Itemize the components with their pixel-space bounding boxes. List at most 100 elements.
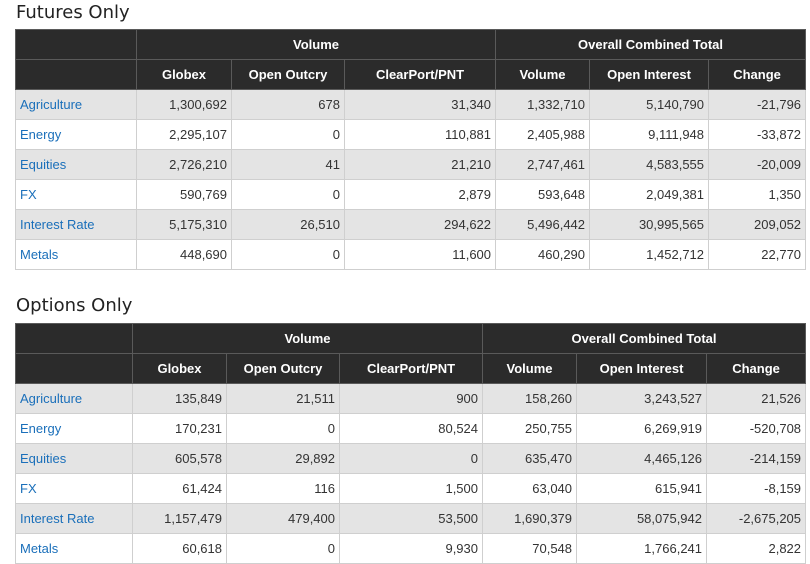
cell-change: -2,675,205 xyxy=(706,503,807,534)
cell-open-outcry: 0 xyxy=(231,119,345,150)
column-header-open-interest: Open Interest xyxy=(576,353,708,384)
cell-open-interest: 615,941 xyxy=(576,473,708,504)
cell-clearport: 2,879 xyxy=(343,179,497,210)
cell-clearport: 900 xyxy=(338,383,484,414)
cell-open-outcry: 0 xyxy=(226,413,340,444)
cell-open-outcry: 29,892 xyxy=(226,443,340,474)
cell-globex: 5,175,310 xyxy=(136,209,232,240)
column-header-volume: Volume xyxy=(482,353,578,384)
table-row: Energy 2,295,107 0 110,881 2,405,988 9,111,94… xyxy=(15,119,807,150)
cell-change: 21,526 xyxy=(706,383,807,414)
column-header-clearport: ClearPort/PNT xyxy=(338,353,484,384)
table-row: Interest Rate 5,175,310 26,510 294,622 5,496… xyxy=(15,209,807,240)
table-row: Equities 605,578 29,892 0 635,470 4,465,126 -2… xyxy=(15,443,807,474)
group-header-overall: Overall Combined Total xyxy=(495,29,807,60)
category-link[interactable]: Energy xyxy=(15,119,137,150)
cell-open-interest: 4,583,555 xyxy=(589,149,710,180)
cell-volume: 1,332,710 xyxy=(495,89,591,120)
table-row: Interest Rate 1,157,479 479,400 53,500 1,690… xyxy=(15,503,807,534)
category-link[interactable]: Energy xyxy=(15,413,133,444)
cell-change: -33,872 xyxy=(708,119,807,150)
cell-open-interest: 5,140,790 xyxy=(589,89,710,120)
category-link[interactable]: Metals xyxy=(15,239,137,270)
cell-open-outcry: 0 xyxy=(231,239,345,270)
cell-change: 2,822 xyxy=(706,533,807,564)
cell-open-outcry: 21,511 xyxy=(226,383,340,414)
cell-clearport: 0 xyxy=(338,443,484,474)
cell-volume: 1,690,379 xyxy=(482,503,578,534)
cell-open-outcry: 41 xyxy=(231,149,345,180)
column-header-row: Globex Open Outcry ClearPort/PNT Volume … xyxy=(15,353,807,384)
group-header-row: Volume Overall Combined Total xyxy=(15,323,807,354)
cell-open-outcry: 116 xyxy=(226,473,340,504)
cell-volume: 2,747,461 xyxy=(495,149,591,180)
cell-open-interest: 1,766,241 xyxy=(576,533,708,564)
category-link[interactable]: Agriculture xyxy=(15,89,137,120)
cell-open-interest: 2,049,381 xyxy=(589,179,710,210)
header-corner xyxy=(15,323,133,354)
category-link[interactable]: Agriculture xyxy=(15,383,133,414)
cell-change: 209,052 xyxy=(708,209,807,240)
table-row: FX 61,424 116 1,500 63,040 615,941 -8,159 xyxy=(15,473,807,504)
cell-change: 1,350 xyxy=(708,179,807,210)
table-row: FX 590,769 0 2,879 593,648 2,049,381 1,350 xyxy=(15,179,807,210)
cell-open-outcry: 0 xyxy=(231,179,345,210)
cell-open-interest: 58,075,942 xyxy=(576,503,708,534)
cell-open-interest: 4,465,126 xyxy=(576,443,708,474)
cell-clearport: 31,340 xyxy=(343,89,497,120)
cell-volume: 460,290 xyxy=(495,239,591,270)
cell-globex: 135,849 xyxy=(132,383,227,414)
category-link[interactable]: FX xyxy=(15,473,133,504)
cell-open-interest: 6,269,919 xyxy=(576,413,708,444)
table-row: Agriculture 135,849 21,511 900 158,260 3,243,… xyxy=(15,383,807,414)
table-row: Metals 448,690 0 11,600 460,290 1,452,712 22,7… xyxy=(15,239,807,270)
cell-change: -21,796 xyxy=(708,89,807,120)
cell-clearport: 11,600 xyxy=(343,239,497,270)
table-row: Agriculture 1,300,692 678 31,340 1,332,710 5,… xyxy=(15,89,807,120)
options-title: Options Only xyxy=(16,295,133,316)
cell-clearport: 53,500 xyxy=(338,503,484,534)
category-link[interactable]: Equities xyxy=(15,443,133,474)
category-link[interactable]: FX xyxy=(15,179,137,210)
cell-open-interest: 3,243,527 xyxy=(576,383,708,414)
futures-table: Volume Overall Combined Total Globex Ope… xyxy=(15,29,807,270)
cell-volume: 593,648 xyxy=(495,179,591,210)
cell-clearport: 80,524 xyxy=(338,413,484,444)
category-link[interactable]: Metals xyxy=(15,533,133,564)
category-link[interactable]: Interest Rate xyxy=(15,503,133,534)
category-link[interactable]: Equities xyxy=(15,149,137,180)
header-corner xyxy=(15,59,137,90)
cell-globex: 448,690 xyxy=(136,239,232,270)
column-header-row: Globex Open Outcry ClearPort/PNT Volume … xyxy=(15,59,807,90)
column-header-volume: Volume xyxy=(495,59,591,90)
cell-clearport: 110,881 xyxy=(343,119,497,150)
category-link[interactable]: Interest Rate xyxy=(15,209,137,240)
header-corner xyxy=(15,353,133,384)
table-row: Energy 170,231 0 80,524 250,755 6,269,919 -520… xyxy=(15,413,807,444)
cell-open-interest: 9,111,948 xyxy=(589,119,710,150)
cell-volume: 250,755 xyxy=(482,413,578,444)
header-corner xyxy=(15,29,137,60)
cell-clearport: 21,210 xyxy=(343,149,497,180)
cell-globex: 1,157,479 xyxy=(132,503,227,534)
cell-change: -214,159 xyxy=(706,443,807,474)
cell-clearport: 9,930 xyxy=(338,533,484,564)
cell-change: 22,770 xyxy=(708,239,807,270)
cell-volume: 63,040 xyxy=(482,473,578,504)
cell-change: -520,708 xyxy=(706,413,807,444)
cell-globex: 1,300,692 xyxy=(136,89,232,120)
cell-globex: 2,726,210 xyxy=(136,149,232,180)
cell-volume: 158,260 xyxy=(482,383,578,414)
cell-open-outcry: 26,510 xyxy=(231,209,345,240)
column-header-clearport: ClearPort/PNT xyxy=(343,59,497,90)
column-header-globex: Globex xyxy=(132,353,227,384)
cell-change: -20,009 xyxy=(708,149,807,180)
cell-open-interest: 1,452,712 xyxy=(589,239,710,270)
column-header-globex: Globex xyxy=(136,59,232,90)
column-header-change: Change xyxy=(708,59,807,90)
cell-globex: 590,769 xyxy=(136,179,232,210)
group-header-overall: Overall Combined Total xyxy=(482,323,807,354)
column-header-open-outcry: Open Outcry xyxy=(231,59,345,90)
cell-globex: 2,295,107 xyxy=(136,119,232,150)
options-table: Volume Overall Combined Total Globex Ope… xyxy=(15,323,807,564)
